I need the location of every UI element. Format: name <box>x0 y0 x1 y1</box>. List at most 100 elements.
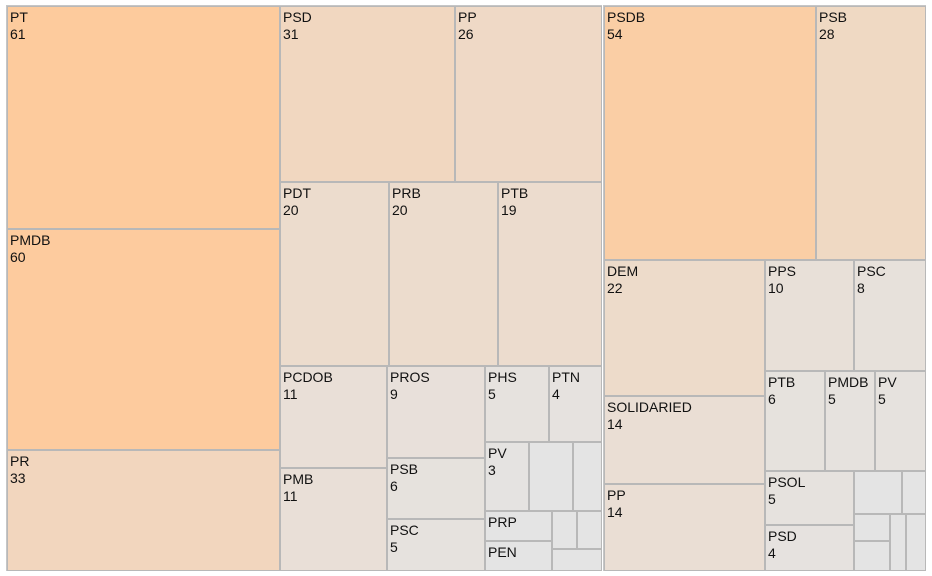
treemap-tile-prb[interactable]: PRB 20 <box>389 182 498 366</box>
treemap-tile-psdb[interactable]: PSDB 54 <box>604 6 816 260</box>
tile-label: SOLIDARIED <box>607 399 692 415</box>
treemap-tile-pdt[interactable]: PDT 20 <box>280 182 389 366</box>
treemap-tile-pmdb[interactable]: PMDB 60 <box>7 229 280 450</box>
tile-label: PSB <box>819 9 848 25</box>
tile-label: PSOL <box>768 474 806 490</box>
tile-value: 5 <box>488 386 496 402</box>
treemap-tile-pv[interactable]: PV 3 <box>485 442 529 511</box>
tile-value: 5 <box>768 491 776 507</box>
treemap-panel-2: PSDB 54 PSB 28 DEM 22 SOLIDARIED 14 PP 14 PPS 10 PSC… <box>603 5 926 571</box>
treemap-tile[interactable] <box>854 471 902 514</box>
treemap-tile-pp[interactable]: PP 26 <box>455 6 602 182</box>
treemap-tile[interactable] <box>854 541 890 571</box>
tile-label: DEM <box>607 263 639 279</box>
tile-value: 5 <box>828 391 836 407</box>
tile-label: PP <box>458 9 477 25</box>
tile-value: 9 <box>390 386 398 402</box>
treemap-tile[interactable] <box>902 471 926 514</box>
tile-label: PPS <box>768 263 797 279</box>
tile-label: PEN <box>488 544 517 560</box>
treemap-tile-pmdb[interactable]: PMDB 5 <box>825 371 875 471</box>
tile-label: PR <box>10 453 30 469</box>
tile-value: 31 <box>283 26 299 42</box>
treemap-tile-pp[interactable]: PP 14 <box>604 484 765 571</box>
tile-label: PHS <box>488 369 517 385</box>
tile-value: 4 <box>552 386 560 402</box>
treemap-tile-solidaried[interactable]: SOLIDARIED 14 <box>604 396 765 484</box>
tile-label: PSC <box>390 522 419 538</box>
treemap-tile-dem[interactable]: DEM 22 <box>604 260 765 396</box>
tile-value: 60 <box>10 249 26 265</box>
treemap-tile[interactable] <box>890 514 906 571</box>
tile-value: 8 <box>857 280 865 296</box>
tile-label: PTB <box>501 185 529 201</box>
treemap-tile-psb[interactable]: PSB 28 <box>816 6 926 260</box>
treemap-tile-pmb[interactable]: PMB 11 <box>280 468 387 571</box>
tile-value: 5 <box>878 391 886 407</box>
treemap-tile[interactable] <box>552 549 602 571</box>
treemap-tile-psd[interactable]: PSD 4 <box>765 525 854 571</box>
tile-label: PT <box>10 9 28 25</box>
tile-label: PTB <box>768 374 796 390</box>
tile-value: 3 <box>488 462 496 478</box>
tile-label: PMB <box>283 471 314 487</box>
treemap-tile-prp[interactable]: PRP <box>485 511 552 541</box>
tile-value: 28 <box>819 26 835 42</box>
tile-label: PSD <box>283 9 312 25</box>
treemap-tile-psol[interactable]: PSOL 5 <box>765 471 854 525</box>
treemap-tile-psc[interactable]: PSC 5 <box>387 519 485 571</box>
tile-value: 26 <box>458 26 474 42</box>
tile-value: 11 <box>283 488 298 504</box>
tile-value: 19 <box>501 202 517 218</box>
tile-value: 5 <box>390 539 398 555</box>
tile-value: 6 <box>768 391 776 407</box>
treemap-tile[interactable] <box>854 514 890 541</box>
tile-label: PCDOB <box>283 369 333 385</box>
treemap-tile[interactable] <box>906 514 926 571</box>
treemap-tile-pt[interactable]: PT 61 <box>7 6 280 229</box>
tile-value: 11 <box>283 386 298 402</box>
tile-label: PMDB <box>10 232 51 248</box>
treemap-tile[interactable] <box>552 511 577 549</box>
tile-label: PRB <box>392 185 421 201</box>
tile-label: PSDB <box>607 9 646 25</box>
tile-value: 14 <box>607 416 623 432</box>
tile-value: 4 <box>768 545 776 561</box>
tile-value: 10 <box>768 280 784 296</box>
treemap-tile-psd[interactable]: PSD 31 <box>280 6 455 182</box>
tile-label: PSD <box>768 528 797 544</box>
tile-label: PP <box>607 487 626 503</box>
tile-label: PMDB <box>828 374 869 390</box>
tile-value: 20 <box>392 202 408 218</box>
treemap-tile-psb[interactable]: PSB 6 <box>387 458 485 519</box>
treemap-tile-pps[interactable]: PPS 10 <box>765 260 854 371</box>
tile-label: PTN <box>552 369 580 385</box>
tile-label: PSC <box>857 263 886 279</box>
tile-value: 20 <box>283 202 299 218</box>
tile-label: PSB <box>390 461 419 477</box>
treemap-tile-phs[interactable]: PHS 5 <box>485 366 549 442</box>
tile-value: 33 <box>10 470 26 486</box>
treemap-tile[interactable] <box>577 511 602 549</box>
treemap-tile-ptb[interactable]: PTB 19 <box>498 182 602 366</box>
tile-value: 61 <box>10 26 26 42</box>
treemap-tile-pr[interactable]: PR 33 <box>7 450 280 571</box>
tile-label: PV <box>488 445 507 461</box>
treemap-tile-ptb[interactable]: PTB 6 <box>765 371 825 471</box>
tile-label: PDT <box>283 185 311 201</box>
treemap-tile-pcdob[interactable]: PCDOB 11 <box>280 366 387 468</box>
treemap-tile-pv[interactable]: PV 5 <box>875 371 926 471</box>
treemap-tile-pros[interactable]: PROS 9 <box>387 366 485 458</box>
treemap-tile-ptn[interactable]: PTN 4 <box>549 366 602 442</box>
treemap-tile-pen[interactable]: PEN <box>485 541 552 571</box>
treemap-tile-psc[interactable]: PSC 8 <box>854 260 926 371</box>
tile-label: PV <box>878 374 897 390</box>
tile-value: 22 <box>607 280 623 296</box>
tile-label: PRP <box>488 514 517 530</box>
treemap-tile[interactable] <box>529 442 573 511</box>
treemap-tile[interactable] <box>573 442 602 511</box>
tile-value: 54 <box>607 26 623 42</box>
tile-label: PROS <box>390 369 430 385</box>
tile-value: 6 <box>390 478 398 494</box>
